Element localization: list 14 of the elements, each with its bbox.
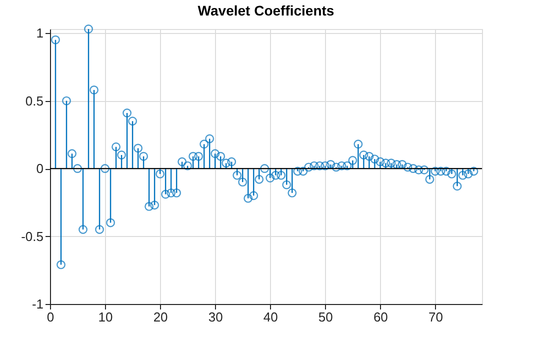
y-tick-label: 1 bbox=[36, 26, 44, 41]
y-tick-label: -1 bbox=[32, 296, 44, 312]
x-tick-label: 50 bbox=[318, 310, 333, 324]
x-tick-label: 60 bbox=[373, 310, 388, 324]
x-tick-label: 10 bbox=[98, 310, 113, 324]
x-tick-label: 20 bbox=[153, 310, 168, 324]
y-tick-label: 0 bbox=[36, 161, 44, 176]
chart-title: Wavelet Coefficients bbox=[198, 2, 334, 19]
x-tick-label: 0 bbox=[46, 310, 54, 324]
x-tick-label: 30 bbox=[208, 310, 223, 324]
x-tick-label: 40 bbox=[263, 310, 278, 324]
y-tick-label: -0.5 bbox=[21, 228, 44, 244]
x-tick-label: 70 bbox=[428, 310, 443, 324]
y-tick-label: 0.5 bbox=[25, 93, 44, 108]
